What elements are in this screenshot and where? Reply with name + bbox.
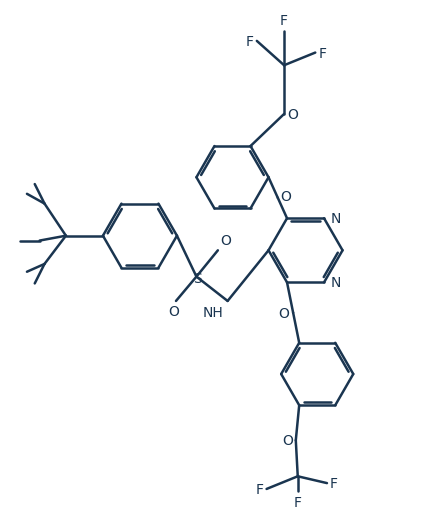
Text: S: S — [193, 271, 202, 285]
Text: N: N — [331, 276, 341, 290]
Text: O: O — [220, 234, 231, 248]
Text: O: O — [281, 189, 291, 204]
Text: O: O — [287, 108, 298, 122]
Text: F: F — [330, 476, 338, 490]
Text: N: N — [331, 212, 341, 226]
Text: NH: NH — [203, 305, 224, 319]
Text: O: O — [282, 433, 293, 447]
Text: F: F — [318, 46, 326, 61]
Text: F: F — [294, 495, 302, 509]
Text: F: F — [246, 35, 254, 49]
Text: F: F — [256, 482, 264, 496]
Text: O: O — [169, 304, 179, 318]
Text: F: F — [280, 14, 288, 28]
Text: O: O — [278, 306, 289, 320]
